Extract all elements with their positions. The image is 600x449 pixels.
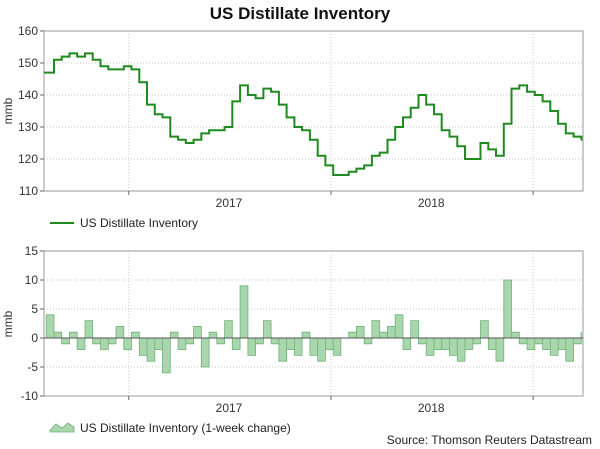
legend-top: US Distillate Inventory [50, 216, 198, 230]
plot-area-bottom [43, 250, 584, 397]
y-tick-label: 140 [18, 88, 38, 102]
y-tick-label: 5 [31, 302, 38, 316]
x-tick-label: 2018 [418, 401, 445, 415]
y-tick-label: 160 [18, 24, 38, 38]
x-tick-label: 2017 [216, 196, 243, 210]
y-tick-label: 0 [31, 331, 38, 345]
y-tick-label: 15 [25, 244, 39, 258]
legend-swatch-change [49, 422, 75, 433]
y-tick-label: -10 [21, 389, 39, 403]
chart-title: US Distillate Inventory [210, 4, 391, 23]
y-tick-label: 150 [18, 56, 38, 70]
y-axis-label-top: mmb [1, 97, 15, 124]
legend-label-change: US Distillate Inventory (1-week change) [80, 421, 291, 435]
source-note: Source: Thomson Reuters Datastream [387, 433, 592, 447]
gridlines-top [44, 31, 583, 191]
x-tick-label: 2017 [216, 401, 243, 415]
x-ticks-top: 201720182019 [128, 191, 534, 210]
legend-bottom: US Distillate Inventory (1-week change) [49, 421, 291, 435]
x-tick-label: 2018 [418, 196, 445, 210]
y-tick-label: -5 [27, 360, 38, 374]
series-area-change [44, 279, 582, 374]
plot-area-top [43, 30, 584, 192]
legend-label-inventory: US Distillate Inventory [80, 216, 198, 230]
y-tick-label: 120 [18, 152, 38, 166]
x-ticks-bottom: 201720182019 [128, 396, 534, 415]
y-ticks-bottom: -10 -5 0 5 10 15 [21, 244, 44, 403]
gridlines-bottom [44, 251, 583, 396]
y-tick-label: 130 [18, 120, 38, 134]
y-tick-label: 10 [25, 273, 39, 287]
y-ticks-top: 110 120 130 140 150 160 [18, 24, 44, 198]
y-axis-label-bottom: mmb [1, 310, 15, 337]
y-tick-label: 110 [19, 184, 38, 198]
series-line-inventory [44, 52, 583, 176]
